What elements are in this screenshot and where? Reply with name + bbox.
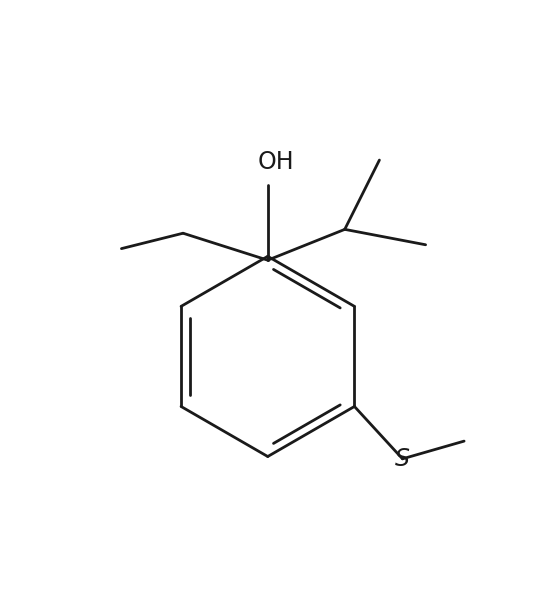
Text: S: S: [395, 447, 410, 471]
Text: OH: OH: [257, 150, 294, 175]
